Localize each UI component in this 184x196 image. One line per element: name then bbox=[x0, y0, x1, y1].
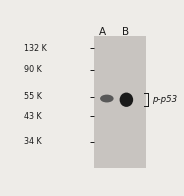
Text: 132 K: 132 K bbox=[24, 44, 47, 53]
Text: B: B bbox=[122, 27, 129, 37]
Text: 55 K: 55 K bbox=[24, 92, 42, 101]
Text: 90 K: 90 K bbox=[24, 65, 42, 74]
Text: A: A bbox=[99, 27, 106, 37]
Ellipse shape bbox=[100, 95, 114, 103]
Text: 34 K: 34 K bbox=[24, 137, 42, 146]
FancyBboxPatch shape bbox=[94, 36, 146, 168]
Ellipse shape bbox=[120, 93, 133, 107]
Text: 43 K: 43 K bbox=[24, 112, 42, 121]
Text: p-p53: p-p53 bbox=[152, 95, 177, 104]
